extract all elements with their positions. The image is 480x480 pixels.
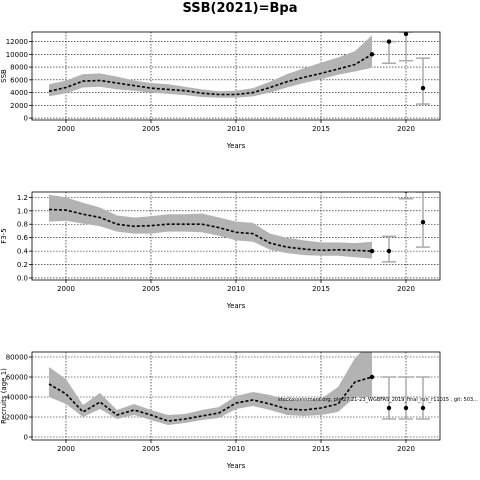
x-axis-label: Years [226, 142, 246, 150]
confidence-band [49, 352, 372, 425]
projection-point [403, 32, 409, 37]
projection-point [420, 85, 426, 91]
y-tick-label: 0.4 [17, 248, 29, 256]
panel-3: 2000 2005 2010 2015 2020 0 20000 40000 60000 8000… [0, 351, 478, 470]
figure-title: SSB(2021)=Bpa [183, 1, 298, 16]
x-tick-label: 2015 [312, 445, 330, 453]
plot-area [48, 192, 430, 263]
panel-2: 2000 2005 2010 2015 2020 0.0 0.2 0.4 0.6 0.8 1.0 1.… [0, 191, 441, 310]
estimate-line [48, 376, 373, 422]
y-tick-label: 8000 [10, 64, 28, 72]
confidence-band [49, 194, 372, 259]
y-tick-label: 2000 [10, 102, 28, 110]
estimate-line [48, 208, 373, 252]
y-tick-label: 40000 [6, 394, 28, 402]
projection-point [420, 220, 426, 225]
y-tick-label: 10000 [6, 51, 28, 59]
projection-point [386, 248, 392, 254]
x-tick-label: 2000 [57, 285, 75, 293]
x-tick-label: 2020 [397, 285, 415, 293]
panels: 2000 2005 2010 2015 2020 0 2000 4000 6000 8000 100… [0, 31, 478, 470]
x-tick-label: 2005 [142, 125, 160, 133]
y-axis-label: Recruits (age 1) [0, 368, 8, 424]
projection-point [420, 405, 426, 411]
y-tick-label: 12000 [6, 38, 28, 46]
confidence-band [49, 35, 372, 98]
y-tick-label: 1.0 [17, 207, 28, 215]
plot-area [48, 32, 430, 105]
estimate-line [48, 53, 373, 96]
projection-point [386, 39, 392, 44]
y-tick-label: 20000 [6, 414, 28, 422]
x-tick-label: 2015 [312, 125, 330, 133]
y-axis-label: SSB [0, 69, 8, 83]
x-tick-label: 2015 [312, 285, 330, 293]
last-estimate-point [369, 248, 375, 254]
last-estimate-point [369, 374, 375, 380]
x-tick-label: 2000 [57, 125, 75, 133]
x-tick-label: 2010 [227, 445, 245, 453]
x-tick-label: 2020 [397, 125, 415, 133]
panel-1: 2000 2005 2010 2015 2020 0 2000 4000 6000 8000 100… [0, 31, 441, 150]
y-tick-label: 6000 [10, 76, 28, 84]
projection-point [386, 405, 392, 411]
y-tick-label: 60000 [6, 374, 28, 382]
x-tick-label: 2010 [227, 285, 245, 293]
x-tick-label: 2020 [397, 445, 415, 453]
x-tick-label: 2005 [142, 285, 160, 293]
y-tick-label: 0.0 [17, 274, 28, 282]
y-tick-label: 0.8 [17, 221, 28, 229]
source-annotation: stockassessment.org, ple.27.21-23_WGBFAS… [278, 397, 478, 403]
plot-area [48, 352, 430, 425]
x-axis-label: Years [226, 462, 246, 470]
y-axis-label: F3-5 [0, 228, 8, 243]
y-tick-label: 0.2 [17, 261, 28, 269]
y-tick-label: 0 [24, 434, 28, 442]
y-tick-label: 0.6 [17, 234, 29, 242]
y-tick-label: 1.2 [17, 194, 28, 202]
x-tick-label: 2000 [57, 445, 75, 453]
projection-point [403, 405, 409, 411]
y-tick-label: 0 [24, 115, 28, 123]
last-estimate-point [369, 52, 375, 57]
y-tick-label: 4000 [10, 89, 28, 97]
x-tick-label: 2010 [227, 125, 245, 133]
y-tick-label: 80000 [6, 354, 28, 362]
x-tick-label: 2005 [142, 445, 160, 453]
x-axis-label: Years [226, 302, 246, 310]
